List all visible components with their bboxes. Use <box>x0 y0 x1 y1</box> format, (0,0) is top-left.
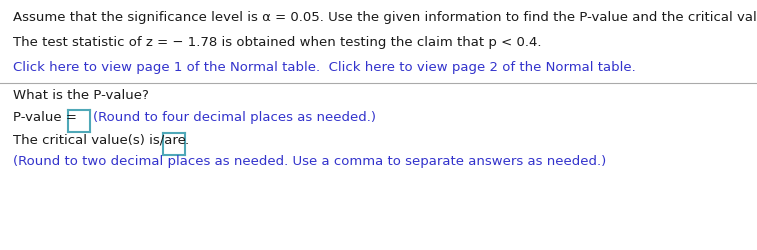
Text: (Round to two decimal places as needed. Use a comma to separate answers as neede: (Round to two decimal places as needed. … <box>13 154 606 167</box>
Text: Click here to view page 1 of the Normal table.  Click here to view page 2 of the: Click here to view page 1 of the Normal … <box>13 61 636 74</box>
Text: (Round to four decimal places as needed.): (Round to four decimal places as needed.… <box>93 110 376 124</box>
Text: What is the P-value?: What is the P-value? <box>13 89 149 102</box>
Text: Assume that the significance level is α = 0.05. Use the given information to fin: Assume that the significance level is α … <box>13 11 757 24</box>
Text: P-value =: P-value = <box>13 110 81 124</box>
Text: .: . <box>185 134 189 146</box>
Text: The test statistic of z = − 1.78 is obtained when testing the claim that p < 0.4: The test statistic of z = − 1.78 is obta… <box>13 36 541 49</box>
Text: The critical value(s) is/are: The critical value(s) is/are <box>13 134 190 146</box>
